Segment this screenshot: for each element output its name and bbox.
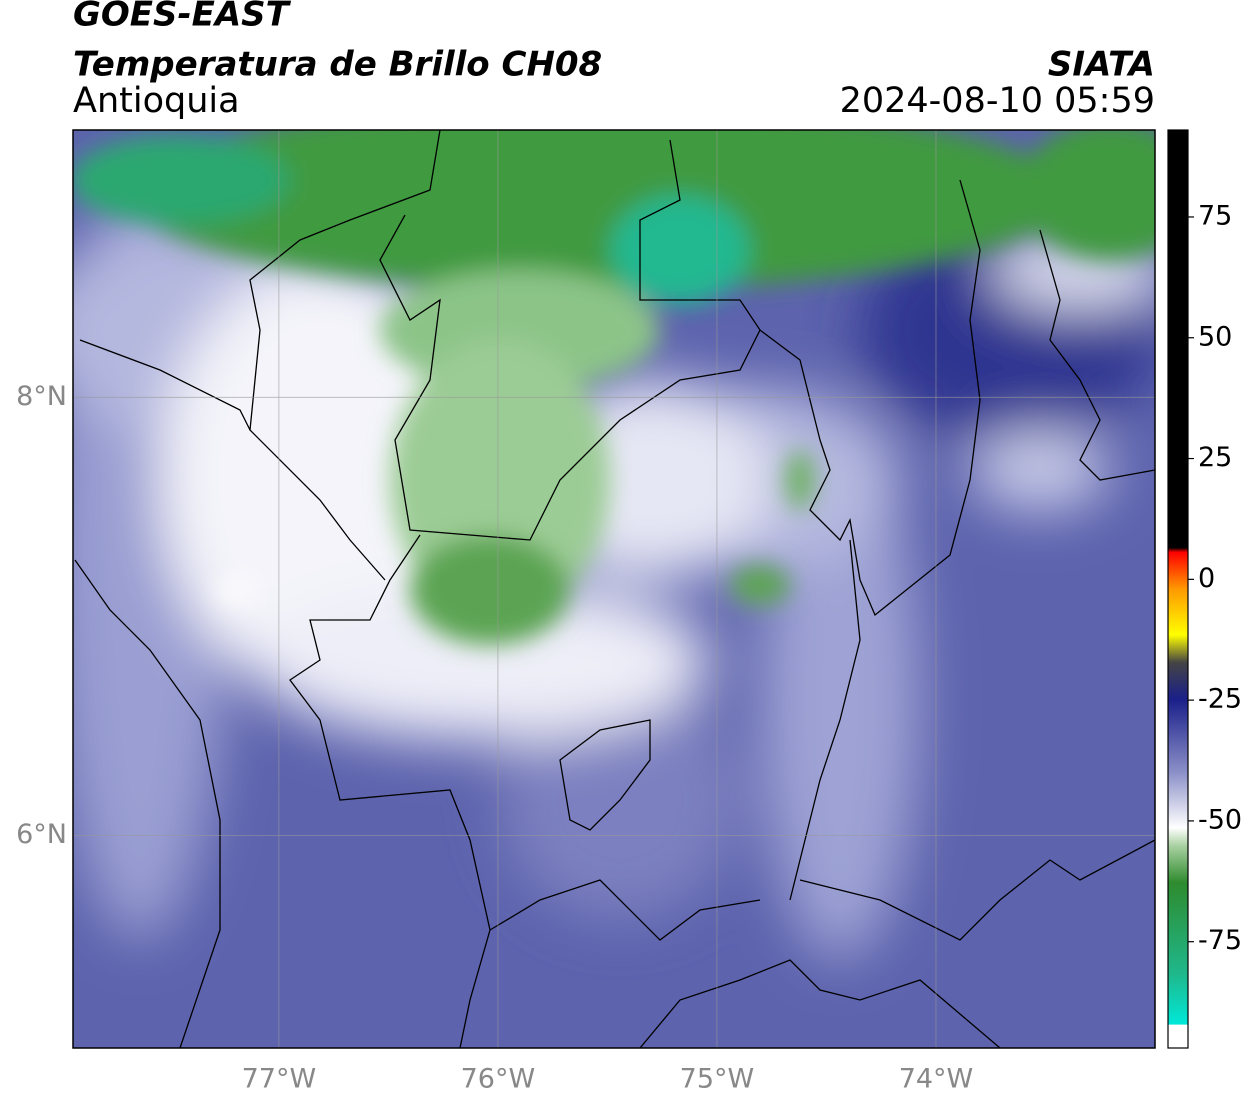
colorbar-tick-label: -75 bbox=[1198, 925, 1242, 956]
source: SIATA bbox=[1048, 45, 1155, 85]
region: Antioquia bbox=[73, 81, 240, 121]
colorbar bbox=[1167, 129, 1189, 1049]
lat-tick-label: 6°N bbox=[16, 819, 67, 850]
lon-tick-label: 74°W bbox=[899, 1064, 974, 1095]
lon-tick-label: 76°W bbox=[461, 1064, 536, 1095]
lat-tick-label: 8°N bbox=[16, 381, 67, 412]
lon-tick-label: 75°W bbox=[680, 1064, 755, 1095]
colorbar-tick-label: 50 bbox=[1198, 321, 1232, 352]
colorbar-tick-label: 0 bbox=[1198, 563, 1215, 594]
colorbar-tick-label: -50 bbox=[1198, 804, 1242, 835]
map-frame bbox=[72, 129, 1156, 1049]
colorbar-tick-label: 75 bbox=[1198, 200, 1232, 231]
borders bbox=[74, 130, 1155, 1048]
datetime: 2024-08-10 05:59 bbox=[840, 81, 1155, 121]
satellite-image bbox=[73, 130, 1155, 1048]
title: GOES-EAST bbox=[73, 0, 292, 35]
subtitle: Temperatura de Brillo CH08 bbox=[73, 45, 602, 85]
colorbar-tick-label: -25 bbox=[1198, 684, 1242, 715]
colorbar-tick-label: 25 bbox=[1198, 442, 1232, 473]
lon-tick-label: 77°W bbox=[242, 1064, 317, 1095]
